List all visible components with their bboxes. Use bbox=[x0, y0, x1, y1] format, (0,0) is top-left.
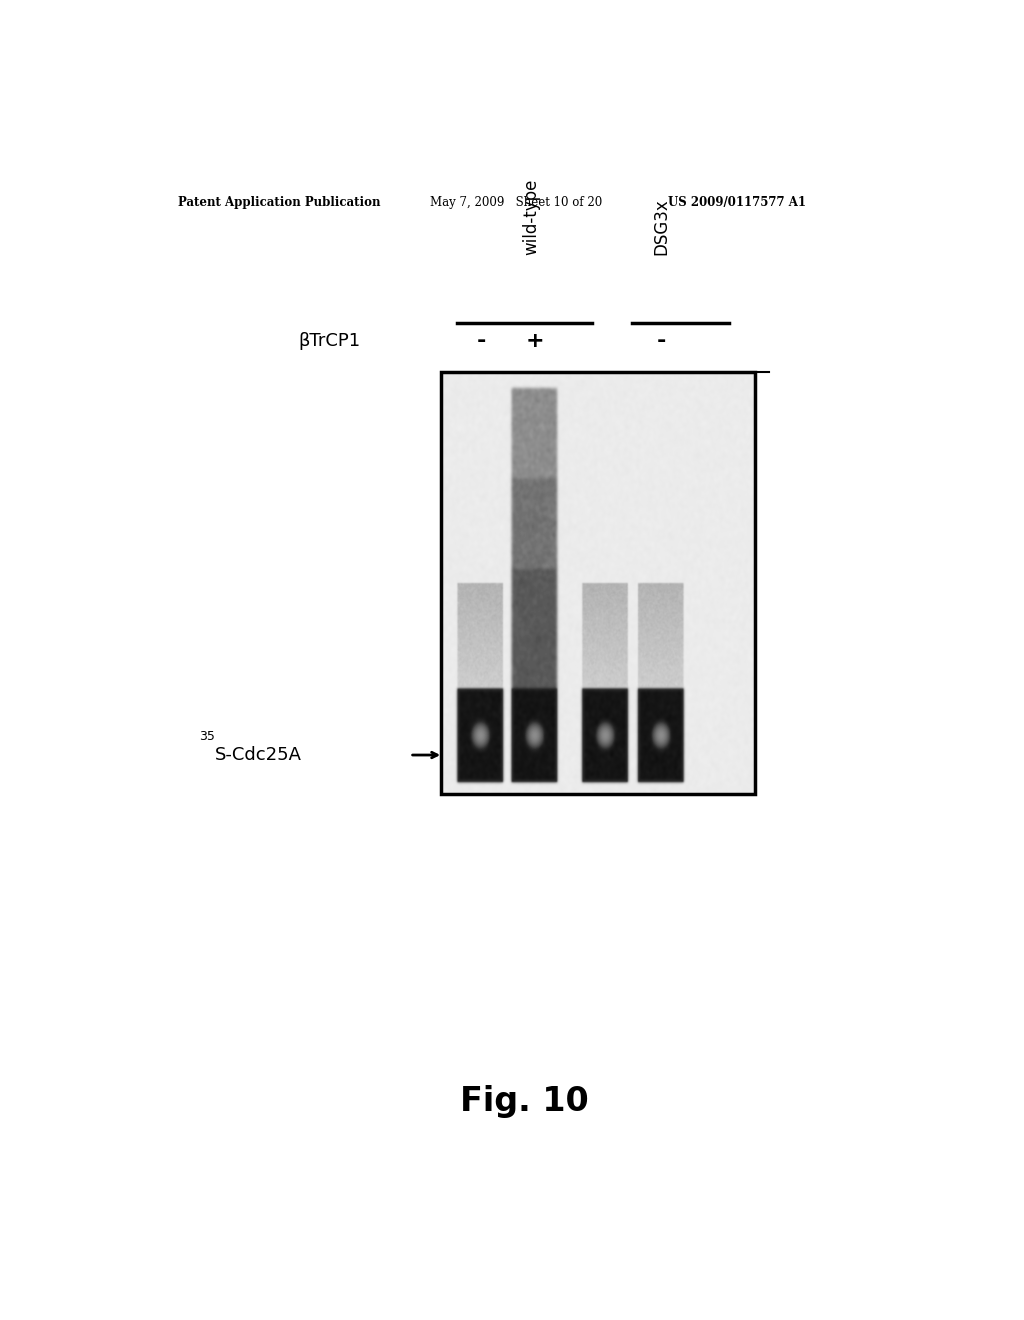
Text: May 7, 2009   Sheet 10 of 20: May 7, 2009 Sheet 10 of 20 bbox=[430, 195, 602, 209]
Bar bbox=[441, 372, 755, 793]
Text: wild-type: wild-type bbox=[522, 178, 540, 255]
Text: -: - bbox=[476, 331, 485, 351]
Text: S-Cdc25A: S-Cdc25A bbox=[214, 746, 301, 764]
Text: -: - bbox=[656, 331, 666, 351]
Text: Fig. 10: Fig. 10 bbox=[461, 1085, 589, 1118]
Text: βTrCP1: βTrCP1 bbox=[299, 333, 360, 350]
Text: US 2009/0117577 A1: US 2009/0117577 A1 bbox=[668, 195, 806, 209]
Text: +: + bbox=[525, 331, 545, 351]
Text: DSG3x: DSG3x bbox=[652, 198, 671, 255]
Text: Patent Application Publication: Patent Application Publication bbox=[178, 195, 381, 209]
Text: 35: 35 bbox=[200, 730, 215, 743]
